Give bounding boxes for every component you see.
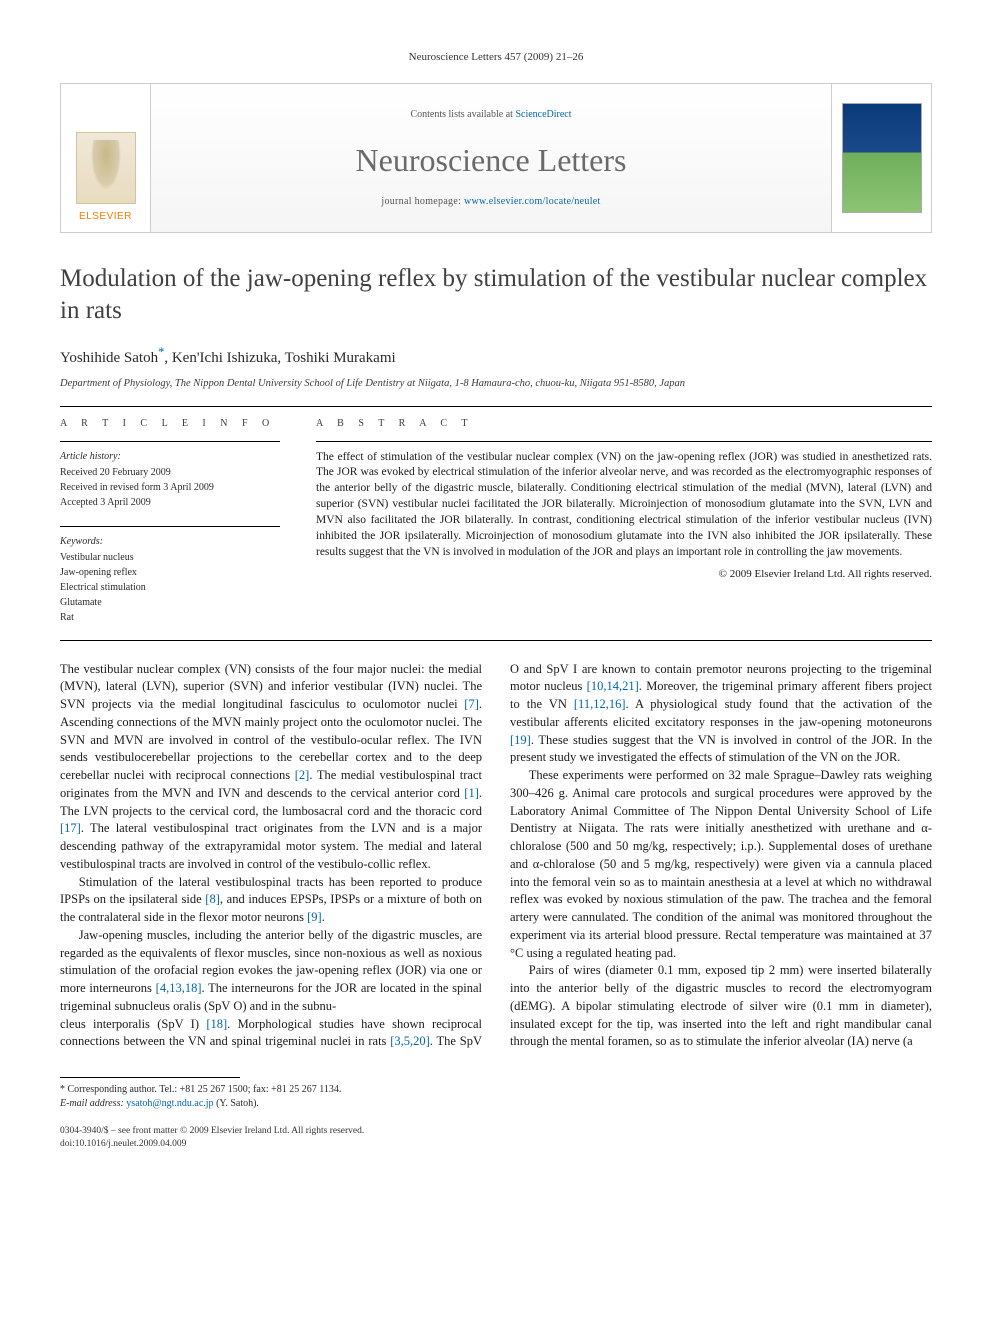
info-row: a r t i c l e i n f o Article history: R…	[60, 417, 932, 626]
title-block: Modulation of the jaw-opening reflex by …	[60, 263, 932, 391]
journal-cover-icon	[842, 103, 922, 213]
author-1: Yoshihide Satoh	[60, 350, 158, 366]
keyword-2: Jaw-opening reflex	[60, 566, 280, 580]
journal-name: Neuroscience Letters	[356, 138, 627, 183]
page: Neuroscience Letters 457 (2009) 21–26 EL…	[0, 0, 992, 1192]
body-p6: Pairs of wires (diameter 0.1 mm, exposed…	[510, 962, 932, 1051]
info-rule-1	[60, 441, 280, 442]
keywords-block: Keywords: Vestibular nucleus Jaw-opening…	[60, 535, 280, 625]
copyright-line: © 2009 Elsevier Ireland Ltd. All rights …	[316, 567, 932, 582]
abs-rule	[316, 441, 932, 442]
email-link[interactable]: ysatoh@ngt.ndu.ac.jp	[126, 1098, 213, 1109]
sciencedirect-link[interactable]: ScienceDirect	[515, 109, 571, 120]
rule-top	[60, 406, 932, 407]
history-revised: Received in revised form 3 April 2009	[60, 481, 280, 495]
bottom-meta: 0304-3940/$ – see front matter © 2009 El…	[60, 1125, 932, 1152]
footnote-block: * Corresponding author. Tel.: +81 25 267…	[60, 1077, 932, 1111]
keyword-3: Electrical stimulation	[60, 581, 280, 595]
front-matter-line: 0304-3940/$ – see front matter © 2009 El…	[60, 1125, 932, 1138]
body-columns: The vestibular nuclear complex (VN) cons…	[60, 661, 932, 1052]
article-title: Modulation of the jaw-opening reflex by …	[60, 263, 932, 326]
footnote-rule	[60, 1077, 240, 1078]
body-p3: Jaw-opening muscles, including the anter…	[60, 927, 482, 1016]
abstract-head: a b s t r a c t	[316, 417, 932, 431]
article-info-head: a r t i c l e i n f o	[60, 417, 280, 431]
abstract-text: The effect of stimulation of the vestibu…	[316, 450, 932, 561]
history-accepted: Accepted 3 April 2009	[60, 496, 280, 510]
doi-line: doi:10.1016/j.neulet.2009.04.009	[60, 1138, 932, 1151]
elsevier-tree-icon	[76, 132, 136, 204]
body-p5: These experiments were performed on 32 m…	[510, 767, 932, 962]
abstract-block: a b s t r a c t The effect of stimulatio…	[316, 417, 932, 626]
body-p1: The vestibular nuclear complex (VN) cons…	[60, 661, 482, 874]
journal-banner: ELSEVIER Contents lists available at Sci…	[60, 83, 932, 233]
homepage-link[interactable]: www.elsevier.com/locate/neulet	[464, 196, 601, 207]
affiliation: Department of Physiology, The Nippon Den…	[60, 377, 932, 392]
info-rule-2	[60, 526, 280, 527]
authors: Yoshihide Satoh*, Ken'Ichi Ishizuka, Tos…	[60, 344, 932, 369]
keyword-1: Vestibular nucleus	[60, 551, 280, 565]
publisher-logo-box: ELSEVIER	[61, 84, 151, 232]
homepage-prefix: journal homepage:	[381, 196, 464, 207]
email-suffix: (Y. Satoh).	[214, 1098, 259, 1109]
journal-cover-box	[831, 84, 931, 232]
contents-prefix: Contents lists available at	[410, 109, 515, 120]
corresponding-note: * Corresponding author. Tel.: +81 25 267…	[60, 1083, 932, 1097]
keyword-4: Glutamate	[60, 596, 280, 610]
history-received: Received 20 February 2009	[60, 466, 280, 480]
keywords-head: Keywords:	[60, 535, 280, 549]
banner-center: Contents lists available at ScienceDirec…	[151, 84, 831, 232]
contents-line: Contents lists available at ScienceDirec…	[410, 108, 571, 122]
email-line: E-mail address: ysatoh@ngt.ndu.ac.jp (Y.…	[60, 1097, 932, 1111]
authors-rest: , Ken'Ichi Ishizuka, Toshiki Murakami	[164, 350, 395, 366]
history-head: Article history:	[60, 450, 280, 464]
body-p2: Stimulation of the lateral vestibulospin…	[60, 874, 482, 927]
article-info: a r t i c l e i n f o Article history: R…	[60, 417, 280, 626]
homepage-line: journal homepage: www.elsevier.com/locat…	[381, 195, 600, 209]
running-head: Neuroscience Letters 457 (2009) 21–26	[60, 50, 932, 65]
elsevier-label: ELSEVIER	[79, 210, 132, 224]
email-label: E-mail address:	[60, 1098, 126, 1109]
keyword-5: Rat	[60, 611, 280, 625]
rule-bottom	[60, 640, 932, 641]
